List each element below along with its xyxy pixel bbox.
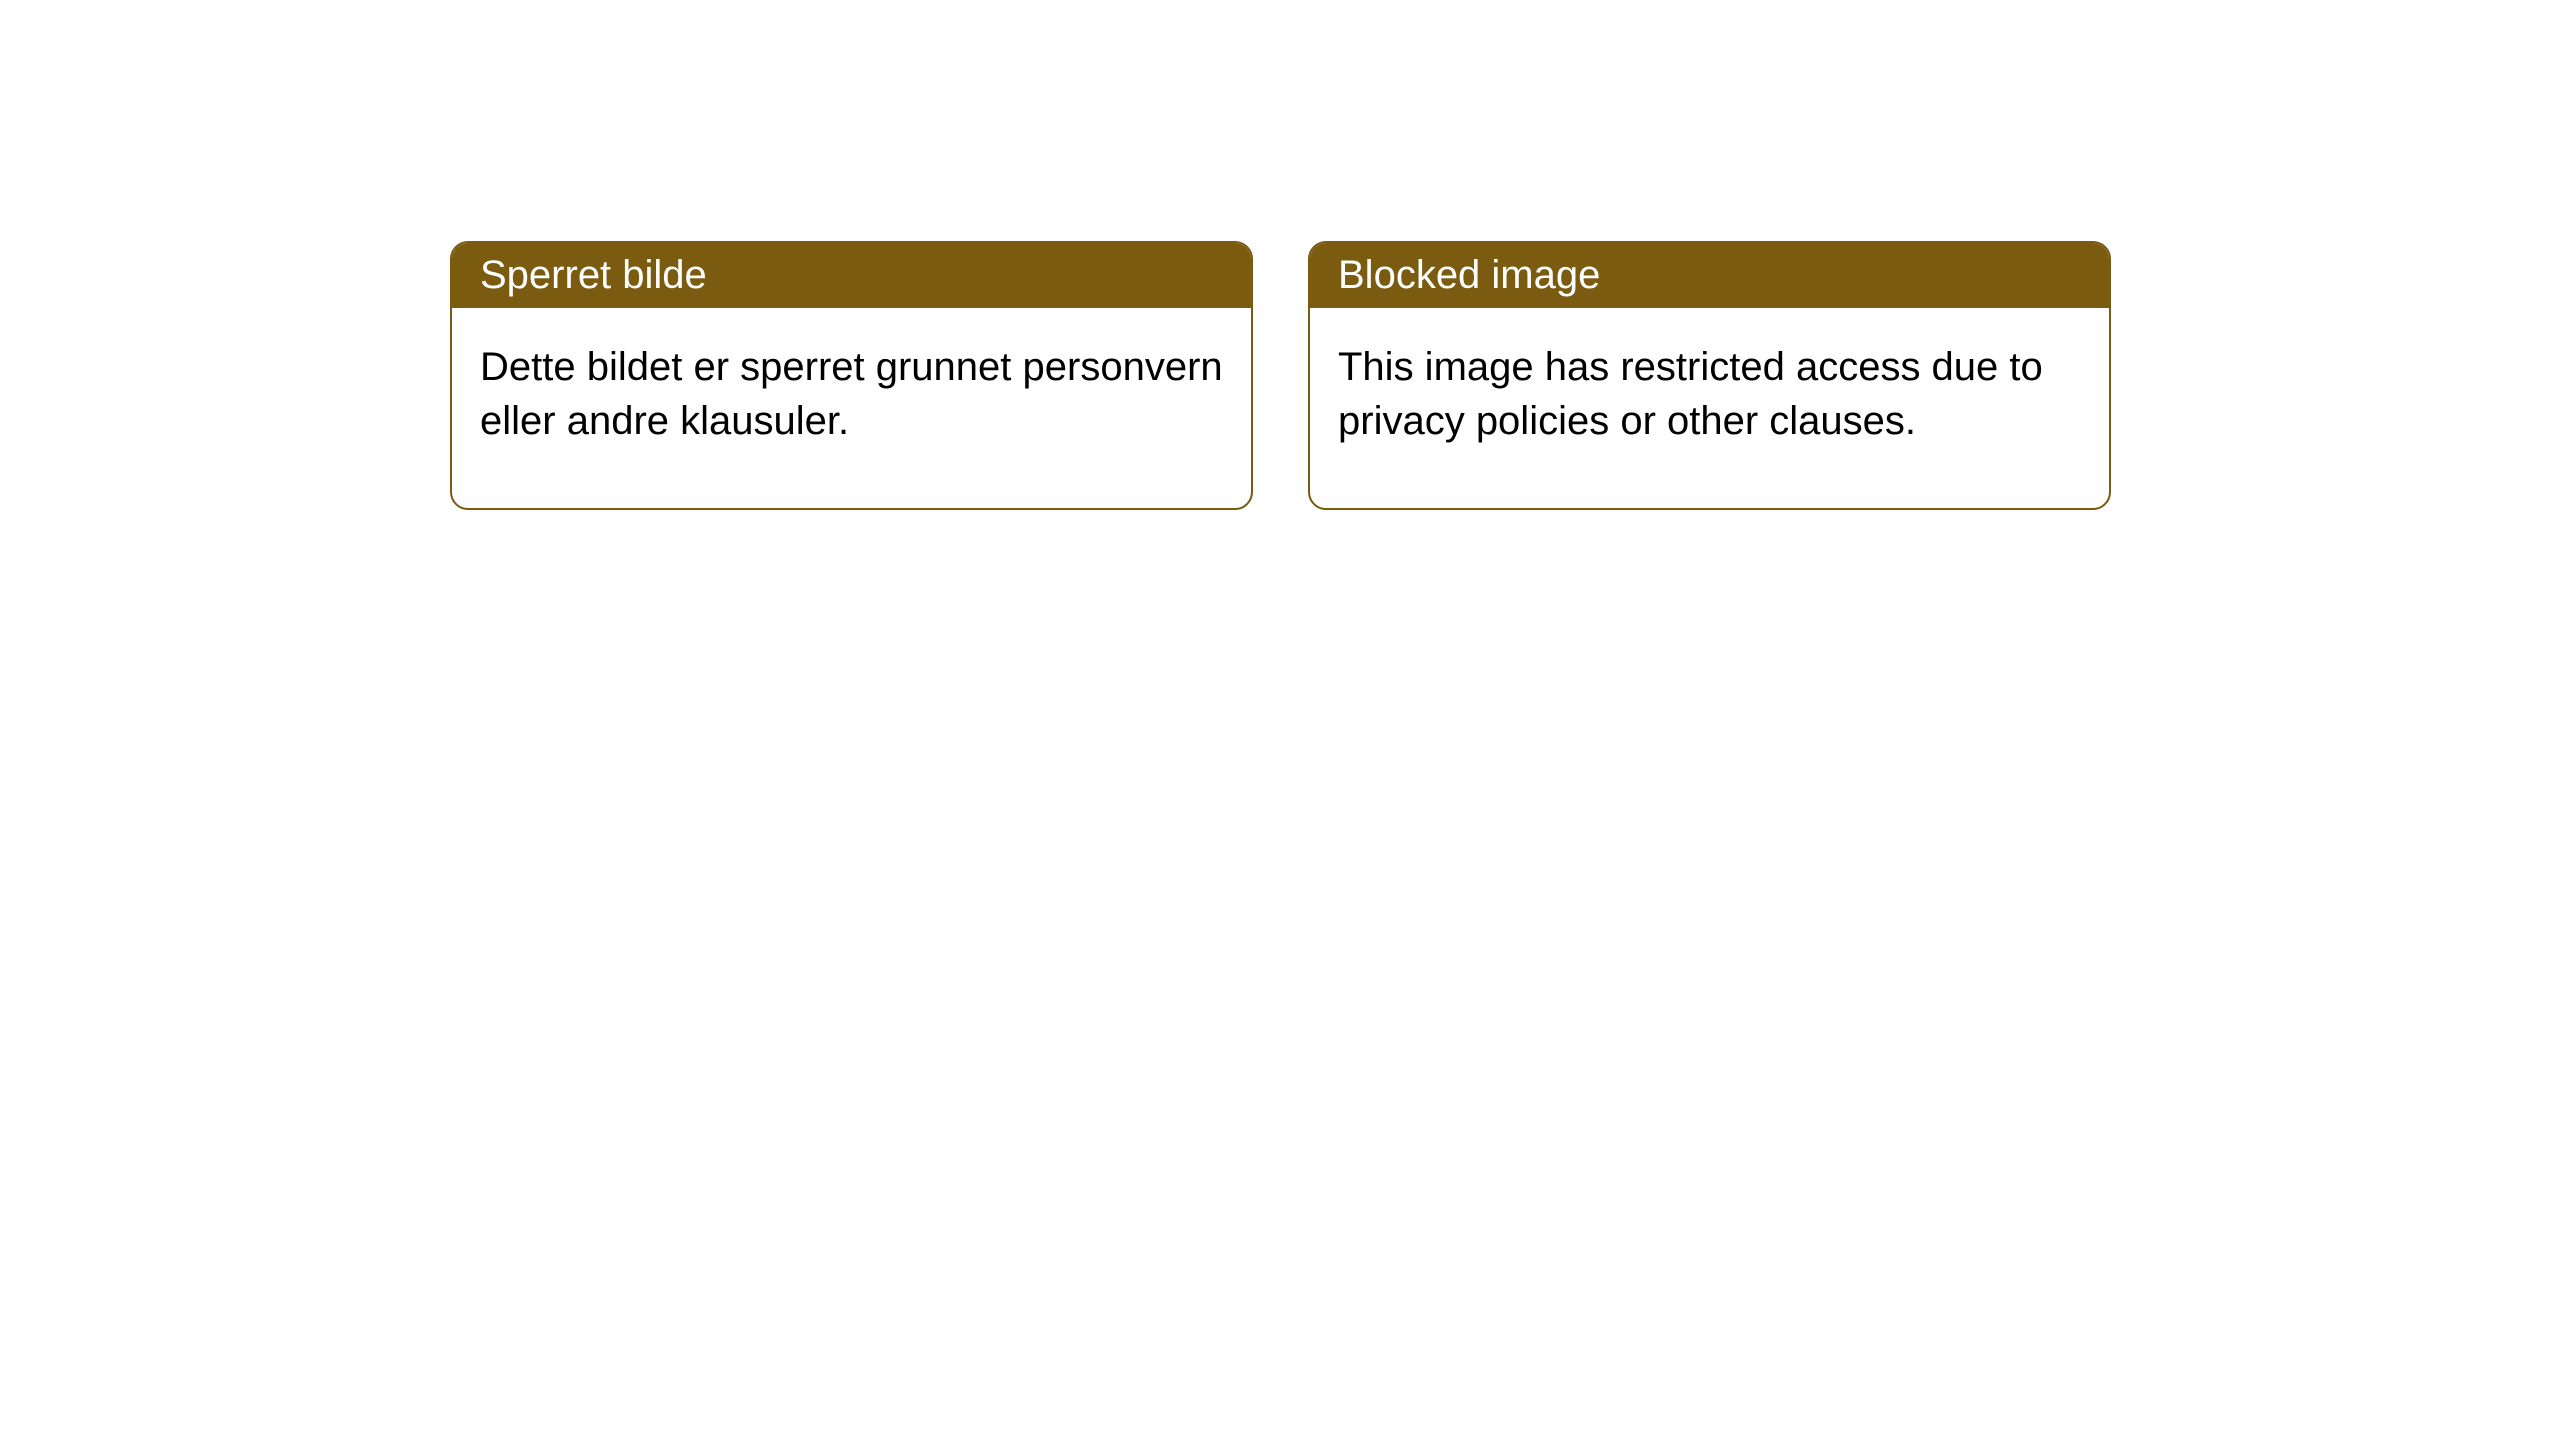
card-title: Sperret bilde	[480, 253, 707, 297]
card-body-text: This image has restricted access due to …	[1338, 345, 2043, 443]
card-header: Blocked image	[1310, 243, 2109, 308]
card-header: Sperret bilde	[452, 243, 1251, 308]
card-body: This image has restricted access due to …	[1310, 308, 2109, 508]
notice-card-norwegian: Sperret bilde Dette bildet er sperret gr…	[450, 241, 1253, 510]
card-body: Dette bildet er sperret grunnet personve…	[452, 308, 1251, 508]
card-title: Blocked image	[1338, 253, 1600, 297]
card-body-text: Dette bildet er sperret grunnet personve…	[480, 345, 1223, 443]
notice-card-english: Blocked image This image has restricted …	[1308, 241, 2111, 510]
notice-container: Sperret bilde Dette bildet er sperret gr…	[450, 241, 2111, 510]
